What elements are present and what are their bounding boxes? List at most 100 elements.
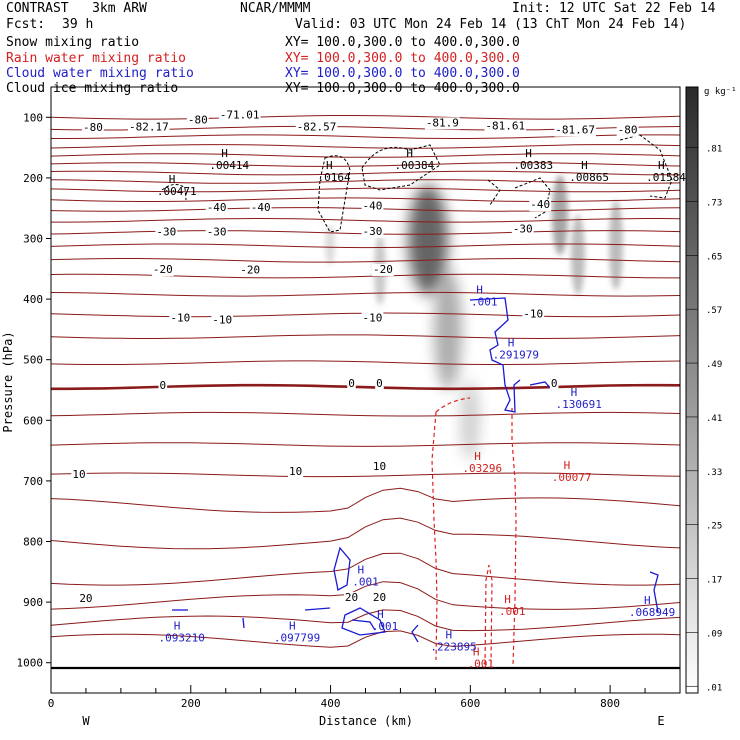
x-axis: 0 200 400 600 800 [48, 685, 681, 710]
x-tick-label: 400 [321, 697, 341, 710]
maximum-value: .291979 [493, 348, 539, 361]
temperature-label: -20 [240, 264, 260, 277]
temperature-label: -30 [513, 222, 533, 235]
temperature-label: 0 [348, 377, 355, 390]
cloud-water-contour-main [469, 297, 521, 413]
maximum-value: .00414 [209, 159, 249, 172]
temperature-label: -10 [363, 312, 383, 325]
maximum-value: .001 [372, 620, 399, 633]
colorbar-label: .25 [706, 522, 722, 532]
maximum-marker: H [169, 173, 176, 186]
y-axis-label: Pressure (hPa) [1, 331, 15, 432]
temperature-contour [51, 273, 680, 279]
maximum-marker: H [406, 147, 413, 160]
maximum-value: .001 [499, 605, 526, 618]
maximum-marker: H [564, 459, 571, 472]
y-tick-label: 500 [23, 354, 43, 367]
maximum-value: .093210 [159, 631, 205, 644]
field-name-snow: Snow mixing ratio [6, 35, 140, 50]
temperature-contour [51, 257, 680, 263]
maximum-value: .001 [352, 576, 379, 589]
colorbar-label: .09 [706, 629, 722, 639]
colorbar-label: .41 [706, 414, 722, 424]
project-title: CONTRAST 3km ARW [6, 1, 147, 16]
maximum-value: .00383 [513, 159, 553, 172]
temperature-label: -10 [170, 312, 190, 325]
rain-contour-east [511, 408, 517, 666]
maximum-marker: H [446, 629, 453, 642]
cloud-water-contour-mid [333, 546, 351, 592]
east-label: E [657, 714, 664, 728]
temperature-contour [51, 360, 680, 365]
snow-band-east2 [571, 215, 585, 295]
temperature-label: 10 [289, 465, 302, 478]
temperature-label-bg [71, 468, 87, 481]
temperature-label-bg [522, 308, 545, 321]
temperature-contour [51, 153, 680, 158]
temperature-label-bg [372, 264, 394, 277]
temperature-contour [51, 179, 680, 184]
temperature-contour [51, 630, 680, 648]
maximum-value: .130691 [555, 398, 601, 411]
temperature-label-bg [155, 226, 178, 239]
field-xy-cloud-ice: XY= 100.0,300.0 to 400.0,300.0 [285, 81, 520, 96]
temperature-contour [51, 581, 680, 610]
temperature-label-bg [616, 124, 639, 137]
y-tick-label: 600 [23, 414, 43, 427]
maximum-value: .068949 [629, 606, 675, 619]
maximum-value: .03296 [462, 462, 502, 475]
temperature-label: -81.9 [426, 116, 459, 129]
x-tick-label: 600 [460, 697, 480, 710]
forecast-label: Fcst: [6, 17, 46, 32]
forecast-hour: 39 h [62, 17, 94, 32]
maximum-value: .223895 [430, 641, 476, 654]
temperature-label: -40 [251, 201, 271, 214]
temperature-label-bg [205, 202, 228, 215]
maximum-value: .001 [468, 658, 495, 671]
temperature-label-bg [205, 226, 228, 239]
colorbar-unit: g kg⁻¹ [704, 87, 737, 97]
temperature-label: -30 [207, 225, 227, 238]
maximum-marker: H [174, 619, 181, 632]
temperature-label-bg [361, 200, 384, 213]
maximum-marker: H [377, 608, 384, 621]
temperature-label: 0 [160, 379, 167, 392]
y-tick-label: 700 [23, 475, 43, 488]
temperature-label-bg [371, 460, 388, 473]
y-tick-label: 200 [23, 172, 43, 185]
temperature-label-bg [211, 314, 234, 327]
maximum-marker: H [476, 284, 483, 297]
temperature-label: -82.57 [297, 121, 337, 134]
y-tick-label: 100 [23, 111, 43, 124]
temperature-label: 10 [373, 460, 386, 473]
temperature-label-bg [288, 465, 304, 478]
temperature-label-bg [82, 122, 104, 135]
snow-plume-tail [460, 380, 480, 460]
temperature-label: -82.17 [129, 121, 169, 134]
temperature-label-bg [249, 202, 272, 215]
temperature-contour [51, 187, 680, 193]
y-tick-label: 800 [23, 536, 43, 549]
colorbar-ticks: .01 .09 .17 .25 .33 .41 .49 .57 .65 .73 .81 [686, 145, 722, 693]
field-name-cloud-water: Cloud water mixing ratio [6, 66, 194, 81]
temperature-label-bg [218, 109, 261, 122]
maximum-marker: H [571, 386, 578, 399]
maximum-marker: H [581, 159, 588, 172]
maximum-marker: H [326, 159, 333, 172]
maximum-value: .00471 [157, 185, 197, 198]
temperature-label: 10 [72, 468, 85, 481]
temperature-label: -40 [363, 199, 383, 212]
temperature-label-bg [128, 121, 170, 134]
temperature-label: -30 [156, 225, 176, 238]
temperature-label: 0 [376, 377, 383, 390]
maximum-value: .00865 [569, 171, 609, 184]
temperature-label-bg [371, 591, 388, 604]
y-tick-label: 400 [23, 293, 43, 306]
temperature-contour [51, 609, 680, 632]
field-xy-snow: XY= 100.0,300.0 to 400.0,300.0 [285, 35, 520, 50]
temperature-contour [51, 552, 680, 586]
temperature-contour [51, 334, 680, 340]
maximum-marker: H [644, 594, 651, 607]
snow-plume-lower [434, 270, 462, 390]
